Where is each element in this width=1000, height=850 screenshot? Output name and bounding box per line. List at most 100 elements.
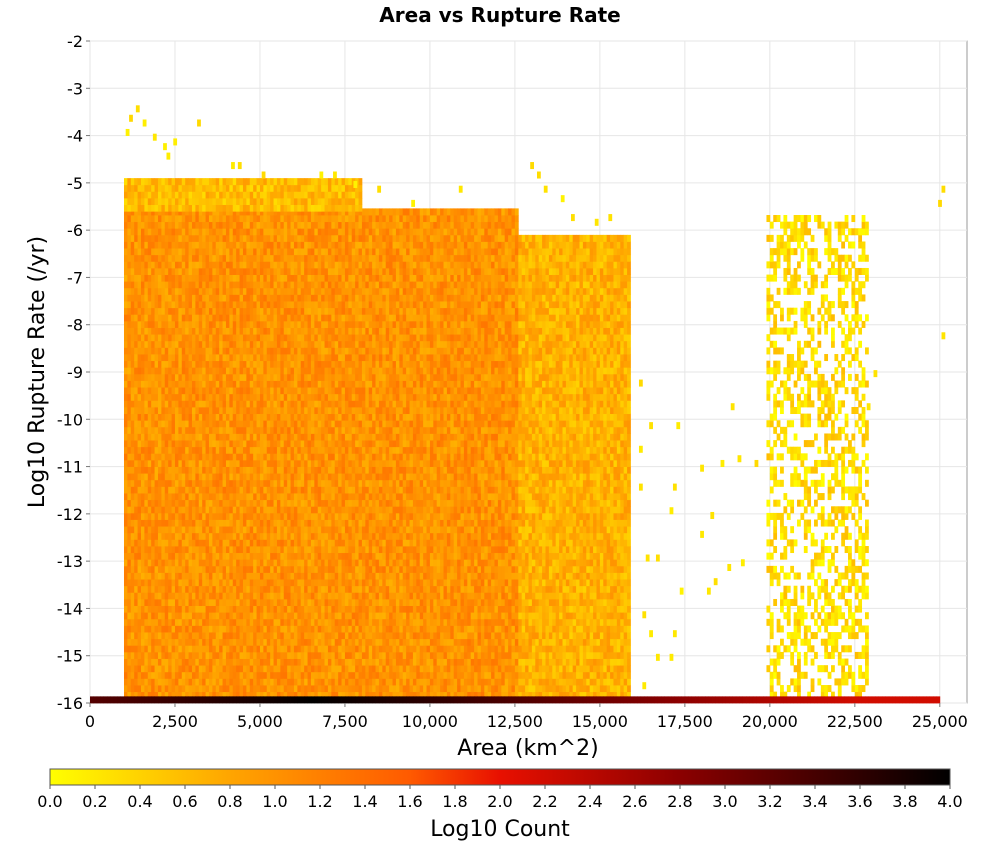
- heatmap-cell: [164, 347, 169, 355]
- heatmap-cell: [144, 248, 149, 256]
- heatmap-cell: [246, 493, 251, 501]
- heatmap-cell: [219, 632, 223, 640]
- heatmap-cell: [225, 605, 230, 613]
- heatmap-cell: [236, 486, 240, 494]
- heatmap-cell: [338, 473, 342, 481]
- heatmap-cell: [276, 354, 281, 362]
- heatmap-cell: [147, 466, 152, 474]
- heatmap-cell: [205, 406, 210, 415]
- heatmap-cell: [239, 274, 244, 282]
- heatmap-cell: [317, 340, 322, 348]
- heatmap-cell: [310, 526, 315, 534]
- heatmap-cell: [219, 605, 223, 613]
- heatmap-cell: [144, 373, 149, 381]
- heatmap-cell: [202, 479, 206, 487]
- heatmap-cell: [297, 565, 302, 573]
- heatmap-cell: [164, 340, 169, 348]
- heatmap-cell: [127, 354, 132, 362]
- heatmap-cell: [127, 546, 132, 554]
- heatmap-cell: [157, 406, 162, 415]
- heatmap-cell: [253, 526, 257, 534]
- heatmap-cell: [259, 605, 264, 613]
- heatmap-cell: [324, 651, 329, 659]
- heatmap-cell: [188, 526, 193, 534]
- heatmap-cell: [212, 340, 217, 348]
- heatmap-cell: [256, 393, 261, 401]
- heatmap-cell: [266, 572, 271, 580]
- heatmap-cell: [263, 440, 268, 448]
- heatmap-cell: [154, 486, 159, 494]
- heatmap-cell: [188, 281, 193, 289]
- heatmap-cell: [239, 420, 244, 428]
- heatmap-cell: [151, 453, 155, 461]
- heatmap-cell: [334, 526, 339, 534]
- heatmap-cell: [344, 671, 349, 679]
- heatmap-cell: [147, 208, 152, 216]
- heatmap-cell: [215, 254, 220, 262]
- heatmap-cell: [151, 466, 155, 474]
- heatmap-cell: [212, 274, 217, 282]
- heatmap-cell: [191, 241, 196, 249]
- heatmap-cell: [327, 380, 332, 388]
- heatmap-cell: [263, 360, 268, 368]
- heatmap-cell: [127, 360, 132, 368]
- heatmap-cell: [215, 267, 220, 275]
- heatmap-cell: [266, 546, 271, 554]
- heatmap-cell: [293, 354, 298, 362]
- heatmap-cell: [222, 400, 227, 408]
- heatmap-cell: [171, 592, 176, 600]
- heatmap-cell: [205, 367, 210, 375]
- heatmap-cell: [236, 406, 240, 415]
- heatmap-cell: [229, 466, 234, 474]
- heatmap-cell: [338, 360, 342, 368]
- heatmap-cell: [341, 406, 346, 415]
- heatmap-cell: [215, 559, 220, 567]
- heatmap-cell: [341, 254, 346, 262]
- heatmap-cell: [229, 274, 234, 282]
- heatmap-cell: [151, 499, 155, 507]
- heatmap-cell: [134, 559, 138, 567]
- heatmap-cell: [144, 526, 149, 534]
- heatmap-cell: [310, 512, 315, 520]
- heatmap-cell: [229, 314, 234, 322]
- heatmap-cell: [283, 420, 288, 428]
- heatmap-cell: [242, 579, 247, 587]
- heatmap-cell: [147, 446, 152, 454]
- heatmap-cell: [164, 459, 169, 467]
- heatmap-cell: [222, 632, 227, 640]
- heatmap-cell: [161, 228, 166, 236]
- heatmap-cell: [276, 215, 281, 223]
- heatmap-cell: [168, 208, 172, 216]
- heatmap-cell: [331, 605, 336, 613]
- heatmap-cell: [270, 651, 274, 659]
- heatmap-cell: [185, 625, 189, 633]
- heatmap-cell: [130, 387, 135, 395]
- heatmap-cell: [144, 393, 149, 401]
- heatmap-cell: [222, 301, 227, 309]
- heatmap-cell: [331, 645, 336, 653]
- heatmap-cell: [144, 546, 149, 554]
- heatmap-cell: [185, 254, 189, 262]
- heatmap-cell: [134, 294, 138, 302]
- heatmap-cell: [127, 274, 132, 282]
- heatmap-cell: [198, 354, 203, 362]
- heatmap-cell: [270, 367, 274, 375]
- heatmap-cell: [283, 373, 288, 381]
- heatmap-cell: [287, 598, 291, 606]
- heatmap-cell: [338, 241, 342, 249]
- heatmap-cell: [236, 598, 240, 606]
- heatmap-cell: [123, 413, 128, 421]
- heatmap-cell: [310, 267, 315, 275]
- heatmap-cell: [310, 579, 315, 587]
- heatmap-cell: [280, 446, 285, 454]
- heatmap-cell: [195, 373, 200, 381]
- heatmap-cell: [331, 519, 336, 527]
- heatmap-cell: [191, 459, 196, 467]
- heatmap-cell: [253, 598, 257, 606]
- heatmap-cell: [259, 532, 264, 540]
- heatmap-cell: [297, 274, 302, 282]
- heatmap-cell: [290, 473, 295, 481]
- heatmap-cell: [287, 499, 291, 507]
- heatmap-cell: [280, 413, 285, 421]
- heatmap-cell: [202, 565, 206, 573]
